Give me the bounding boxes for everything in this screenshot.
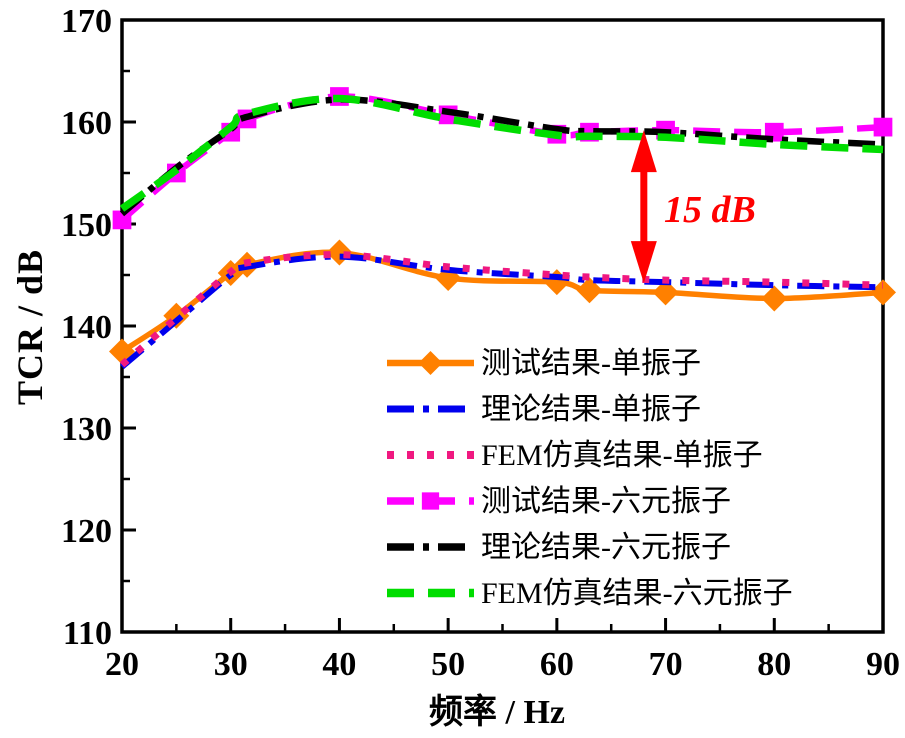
- legend-item-1: 理论结果-单振子: [387, 393, 701, 426]
- annotation-15db-label: 15 dB: [664, 189, 756, 231]
- legend-marker-sample: [421, 492, 440, 510]
- legend-label: 测试结果-单振子: [481, 347, 701, 380]
- series-line-4: [119, 96, 884, 217]
- legend-item-3: 测试结果-六元振子: [387, 485, 731, 518]
- arrow-head-down: [630, 241, 657, 284]
- x-tick-label: 80: [757, 646, 791, 683]
- legend-label: FEM仿真结果-六元振子: [481, 577, 793, 610]
- legend-label: FEM仿真结果-单振子: [481, 439, 763, 472]
- series-0: [109, 239, 896, 365]
- y-tick-label: 170: [61, 3, 112, 40]
- annotation-arrow: [630, 130, 657, 284]
- series-3-marker: [873, 117, 893, 137]
- legend-item-0: 测试结果-单振子: [387, 347, 701, 380]
- legend-item-2: FEM仿真结果-单振子: [387, 439, 763, 472]
- series-0-marker: [576, 277, 603, 304]
- y-tick-label: 120: [61, 513, 112, 550]
- series-3-marker: [112, 210, 132, 230]
- series-line-1: [120, 253, 884, 370]
- x-tick-label: 40: [322, 646, 356, 683]
- y-tick-label: 140: [61, 309, 112, 346]
- y-tick-label: 130: [61, 411, 112, 448]
- series-3: [112, 87, 893, 230]
- x-tick-label: 90: [866, 646, 900, 683]
- legend-label: 测试结果-六元振子: [481, 485, 731, 518]
- y-axis-title: TCR / dB: [10, 248, 50, 406]
- x-tick-label: 60: [540, 646, 574, 683]
- series-5: [119, 94, 884, 212]
- series-0-marker: [870, 279, 896, 306]
- x-tick-label: 20: [105, 646, 139, 683]
- x-tick-label: 70: [649, 646, 683, 683]
- y-axis: 110 120 130 140 150 160 170: [61, 3, 136, 652]
- series-0-marker: [652, 279, 679, 306]
- y-tick-label: 150: [61, 207, 112, 244]
- series-0-marker: [761, 285, 788, 312]
- x-tick-label: 50: [431, 646, 465, 683]
- x-axis-title: 频率 / Hz: [429, 694, 565, 731]
- y-tick-label: 110: [63, 615, 112, 652]
- legend-label: 理论结果-六元振子: [481, 531, 731, 564]
- legend-marker-sample: [418, 351, 443, 375]
- x-tick-label: 30: [214, 646, 248, 683]
- legend-label: 理论结果-单振子: [481, 393, 701, 426]
- x-axis: 20 30 40 50 60 70 80 90: [105, 618, 900, 683]
- series-4: [119, 96, 884, 217]
- series-line-5: [119, 94, 884, 212]
- legend-item-5: FEM仿真结果-六元振子: [387, 577, 793, 610]
- series-1: [120, 253, 884, 370]
- y-tick-label: 160: [61, 105, 112, 142]
- legend-item-4: 理论结果-六元振子: [387, 531, 731, 564]
- arrow-head-up: [630, 130, 657, 173]
